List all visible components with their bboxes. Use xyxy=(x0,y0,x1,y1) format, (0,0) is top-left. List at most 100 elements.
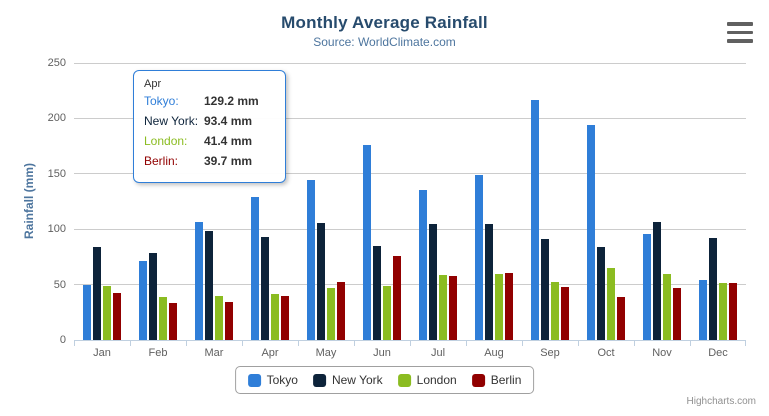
bar-london-mar[interactable] xyxy=(215,296,223,340)
x-tick xyxy=(410,340,411,346)
y-tick-label: 50 xyxy=(53,278,66,291)
bar-new-york-jan[interactable] xyxy=(93,247,101,340)
bar-london-may[interactable] xyxy=(327,287,335,340)
tooltip-series-label: Tokyo: xyxy=(144,94,179,108)
bar-berlin-mar[interactable] xyxy=(225,301,233,340)
tooltip-series-label: Berlin: xyxy=(144,154,179,168)
legend-item-tokyo[interactable]: Tokyo xyxy=(247,372,298,387)
x-axis-labels: Jan Feb Mar Apr May Jun Jul Aug Sep Oct Nov Dec xyxy=(74,347,746,361)
tooltip-series-value: 93.4 mm xyxy=(204,114,253,128)
bar-tokyo-jan[interactable] xyxy=(83,284,91,340)
bar-berlin-sep[interactable] xyxy=(561,287,569,340)
bar-london-jun[interactable] xyxy=(383,286,391,340)
bar-berlin-jan[interactable] xyxy=(113,293,121,340)
gridline xyxy=(74,117,746,119)
bar-london-jul[interactable] xyxy=(439,274,447,340)
bar-tokyo-dec[interactable] xyxy=(699,279,707,340)
y-tick-label: 250 xyxy=(47,57,66,69)
bar-new-york-jul[interactable] xyxy=(429,223,437,340)
y-tick-label: 100 xyxy=(47,223,66,236)
tooltip-series-label: New York: xyxy=(144,114,199,128)
bar-new-york-dec[interactable] xyxy=(709,237,717,340)
legend: Tokyo New York London Berlin xyxy=(234,366,535,394)
bar-tokyo-mar[interactable] xyxy=(195,222,203,340)
bar-berlin-dec[interactable] xyxy=(729,283,737,340)
bar-london-nov[interactable] xyxy=(663,274,671,340)
gridline xyxy=(74,228,746,230)
bar-new-york-nov[interactable] xyxy=(653,221,661,340)
bar-berlin-apr[interactable] xyxy=(281,296,289,340)
export-menu-button[interactable] xyxy=(727,22,753,44)
gridline xyxy=(74,284,746,286)
bar-tokyo-may[interactable] xyxy=(307,180,315,340)
bar-berlin-jul[interactable] xyxy=(449,276,457,340)
x-category-label: Jun xyxy=(373,347,391,359)
bar-berlin-nov[interactable] xyxy=(673,288,681,340)
hamburger-menu-icon xyxy=(727,22,753,26)
legend-label: Tokyo xyxy=(266,372,298,387)
legend-label: London xyxy=(416,372,457,387)
bar-berlin-may[interactable] xyxy=(337,281,345,340)
x-category-label: Mar xyxy=(204,347,224,359)
bar-london-jan[interactable] xyxy=(103,285,111,340)
y-tick-label: 0 xyxy=(59,334,66,346)
bar-tokyo-aug[interactable] xyxy=(475,175,483,340)
bar-london-sep[interactable] xyxy=(551,281,559,340)
bar-berlin-aug[interactable] xyxy=(505,273,513,340)
x-category-label: Nov xyxy=(652,347,672,359)
y-axis-labels: 0 50 100 150 200 250 xyxy=(0,57,66,346)
bar-tokyo-nov[interactable] xyxy=(643,234,651,340)
bar-london-dec[interactable] xyxy=(719,283,727,340)
hamburger-menu-icon xyxy=(727,30,753,34)
legend-item-berlin[interactable]: Berlin xyxy=(471,372,522,387)
bar-london-aug[interactable] xyxy=(495,273,503,340)
x-tick xyxy=(634,340,635,346)
bar-london-apr[interactable] xyxy=(271,294,279,340)
bar-berlin-feb[interactable] xyxy=(169,303,177,340)
tooltip-series-label: London: xyxy=(144,134,188,148)
bar-tokyo-jun[interactable] xyxy=(363,145,371,340)
bar-new-york-feb[interactable] xyxy=(149,252,157,340)
x-tick xyxy=(186,340,187,346)
bar-new-york-sep[interactable] xyxy=(541,238,549,340)
bar-london-feb[interactable] xyxy=(159,297,167,340)
x-tick xyxy=(578,340,579,346)
x-tick xyxy=(466,340,467,346)
legend-swatch-icon xyxy=(312,373,326,387)
x-tick xyxy=(298,340,299,346)
bar-berlin-jun[interactable] xyxy=(393,256,401,340)
tooltip-series-value: 39.7 mm xyxy=(204,154,253,168)
bar-tokyo-feb[interactable] xyxy=(139,260,147,340)
gridline xyxy=(74,173,746,175)
bar-new-york-may[interactable] xyxy=(317,222,325,340)
x-category-label: Sep xyxy=(540,347,560,359)
tooltip-series-value: 41.4 mm xyxy=(204,134,253,148)
bar-berlin-oct[interactable] xyxy=(617,296,625,340)
legend-label: Berlin xyxy=(490,372,522,387)
x-category-label: May xyxy=(315,347,337,359)
legend-item-london[interactable]: London xyxy=(397,372,457,387)
x-category-label: Jan xyxy=(93,347,111,359)
x-tick xyxy=(354,340,355,346)
tooltip-series-value: 129.2 mm xyxy=(204,94,259,108)
credits-link[interactable]: Highcharts.com xyxy=(686,396,756,407)
bar-new-york-jun[interactable] xyxy=(373,246,381,340)
tooltip-row: London: 41.4 mm xyxy=(144,134,275,154)
bar-new-york-oct[interactable] xyxy=(597,247,605,340)
y-tick-label: 200 xyxy=(47,112,66,125)
bar-tokyo-sep[interactable] xyxy=(531,100,539,340)
y-tick-label: 150 xyxy=(47,167,66,180)
legend-item-new-york[interactable]: New York xyxy=(312,373,383,387)
bar-new-york-aug[interactable] xyxy=(485,224,493,340)
tooltip-row: Tokyo: 129.2 mm xyxy=(144,94,275,114)
bar-tokyo-oct[interactable] xyxy=(587,124,595,340)
bar-tokyo-jul[interactable] xyxy=(419,189,427,340)
bar-new-york-apr[interactable] xyxy=(261,236,269,340)
x-category-label: Oct xyxy=(597,347,615,359)
bar-london-oct[interactable] xyxy=(607,267,615,340)
bar-tokyo-apr[interactable] xyxy=(251,196,259,340)
tooltip-row: New York: 93.4 mm xyxy=(144,114,275,134)
legend-swatch-icon xyxy=(397,373,411,387)
bar-new-york-mar[interactable] xyxy=(205,230,213,340)
gridline xyxy=(74,62,746,64)
